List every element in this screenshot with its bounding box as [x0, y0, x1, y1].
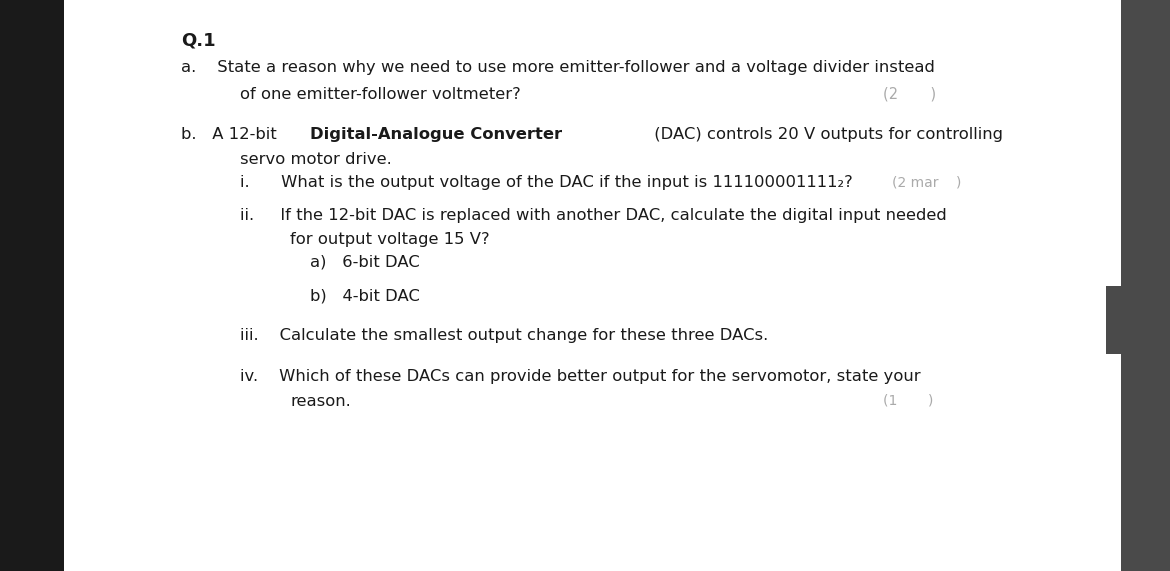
Text: (2 mar    ): (2 mar ) — [892, 175, 961, 190]
Text: for output voltage 15 V?: for output voltage 15 V? — [290, 232, 490, 247]
Text: Q.1: Q.1 — [181, 31, 216, 50]
Text: of one emitter-follower voltmeter?: of one emitter-follower voltmeter? — [240, 87, 521, 102]
Text: Digital-Analogue Converter: Digital-Analogue Converter — [310, 127, 562, 142]
Text: b.   A 12-bit: b. A 12-bit — [181, 127, 282, 142]
Text: (DAC) controls 20 V outputs for controlling: (DAC) controls 20 V outputs for controll… — [649, 127, 1004, 142]
Text: a.    State a reason why we need to use more emitter-follower and a voltage divi: a. State a reason why we need to use mor… — [181, 60, 935, 75]
Text: a)   6-bit DAC: a) 6-bit DAC — [310, 254, 420, 269]
Text: servo motor drive.: servo motor drive. — [240, 152, 392, 167]
Text: (1       ): (1 ) — [883, 394, 934, 408]
Text: reason.: reason. — [290, 394, 351, 409]
Text: (2       ): (2 ) — [883, 87, 936, 102]
Text: iv.    Which of these DACs can provide better output for the servomotor, state y: iv. Which of these DACs can provide bett… — [240, 369, 921, 384]
Text: iii.    Calculate the smallest output change for these three DACs.: iii. Calculate the smallest output chang… — [240, 328, 768, 343]
Text: i.      What is the output voltage of the DAC if the input is 111100001111₂?: i. What is the output voltage of the DAC… — [240, 175, 853, 190]
Text: b)   4-bit DAC: b) 4-bit DAC — [310, 288, 420, 303]
Text: ii.     If the 12-bit DAC is replaced with another DAC, calculate the digital in: ii. If the 12-bit DAC is replaced with a… — [240, 208, 947, 223]
